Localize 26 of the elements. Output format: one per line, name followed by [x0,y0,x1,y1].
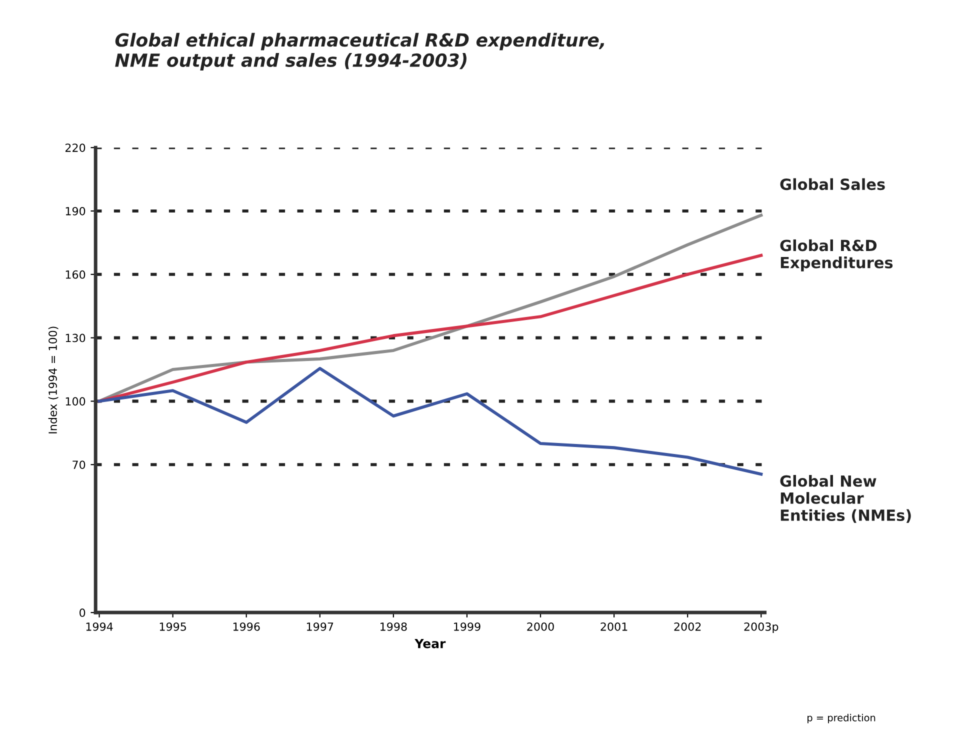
y-tick-label: 190 [66,206,86,216]
text: p = prediction [808,714,876,724]
x-tick-label: 2000 [527,622,554,631]
x-axis-title: Year [414,638,446,648]
x-tick-label: 1994 [86,622,113,631]
x-tick-label: 1996 [233,622,260,631]
y-tick-label: 0 [80,608,86,617]
x-tick-label: 1999 [454,622,480,631]
y-tick-label: 160 [66,270,86,279]
x-tick-label: 2001 [600,622,628,631]
y-tick-label: 100 [66,397,86,406]
x-tick-label: 1997 [306,622,334,631]
y-tick-label: 130 [66,334,86,342]
chart-title: Global ethical pharmaceutical R&D expenditure, NME output and sales (1994-2003) [115,32,604,71]
y-tick-label: 220 [65,144,86,152]
series-label: Global New Molecular Entities (NMEs) [780,474,911,523]
line-series [98,254,763,403]
y-tick-label: 70 [72,460,86,469]
y-axis-title: Index (1994 = 100) [48,326,58,434]
line-series [98,366,763,476]
x-tick-label: 2002 [674,622,701,631]
x-tick-label: 1995 [160,622,186,631]
series-label: Global R&D Expenditures [780,239,893,272]
x-tick-label: 1998 [380,622,407,631]
x-tick-label: 2003p [744,622,778,634]
text: Global Sales [780,178,885,190]
